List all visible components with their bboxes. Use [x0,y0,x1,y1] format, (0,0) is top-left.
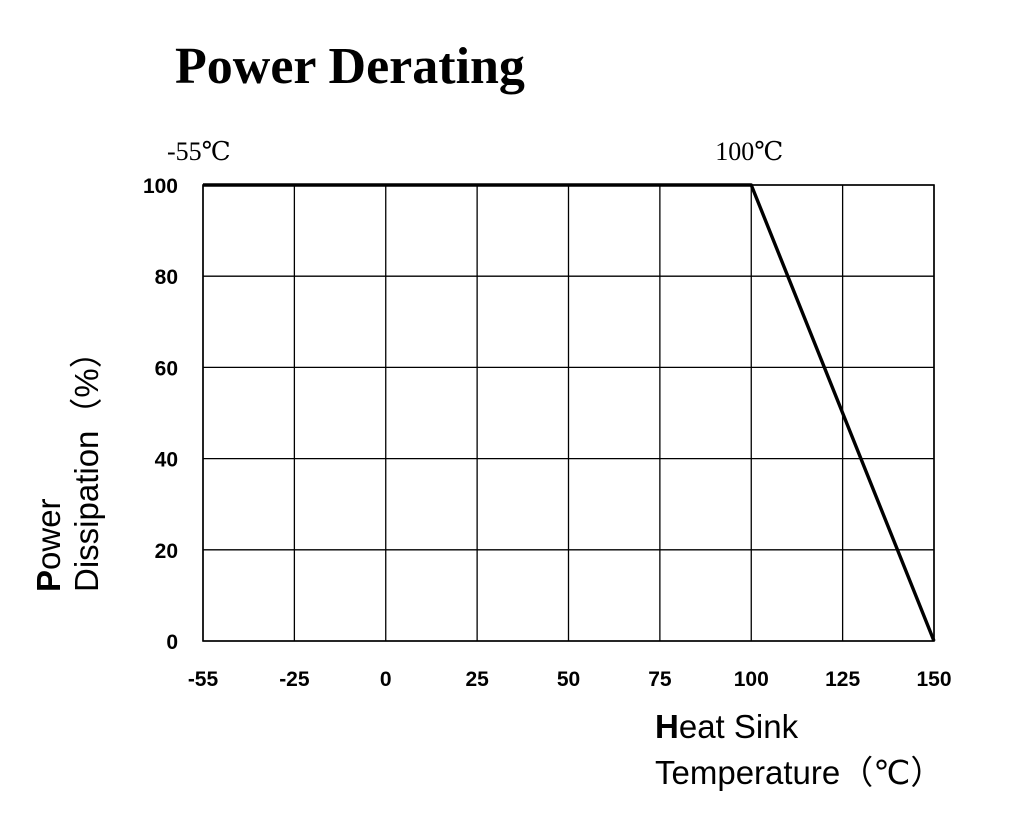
x-tick-label: -25 [279,668,310,691]
x-tick-label: 25 [465,668,489,691]
x-tick-label: 100 [734,668,769,691]
temperature-annotation: 100℃ [715,137,783,166]
y-tick-label: 80 [155,266,178,289]
x-tick-label: 50 [557,668,580,691]
y-tick-label: 20 [155,540,178,563]
y-tick-labels: 0 20 40 60 80 100 [143,175,178,654]
top-annotations: -55℃ 100℃ [167,137,783,166]
chart-title: Power Derating [175,38,525,95]
y-tick-label: 100 [143,175,178,198]
x-tick-labels: -55 -25 0 25 50 75 100 125 150 [188,668,952,691]
x-axis-label-line1: Heat Sink [655,708,799,745]
y-axis-label-line1: Power [30,498,67,592]
x-tick-label: 125 [825,668,860,691]
y-tick-label: 60 [155,357,178,380]
x-tick-label: 0 [380,668,392,691]
grid [202,184,935,642]
y-tick-label: 40 [155,449,178,472]
derating-curve-0 [203,183,936,642]
x-axis-label-line2: Temperature（℃） [655,754,943,791]
series-layer [203,183,936,642]
y-axis-label-line2: Dissipation（%） [68,335,105,592]
y-axis-label: Power Dissipation（%） [30,335,105,592]
x-tick-label: -55 [188,668,219,691]
y-tick-label: 0 [166,631,178,654]
temperature-annotation: -55℃ [167,137,231,166]
x-tick-label: 150 [916,668,951,691]
x-tick-label: 75 [648,668,672,691]
